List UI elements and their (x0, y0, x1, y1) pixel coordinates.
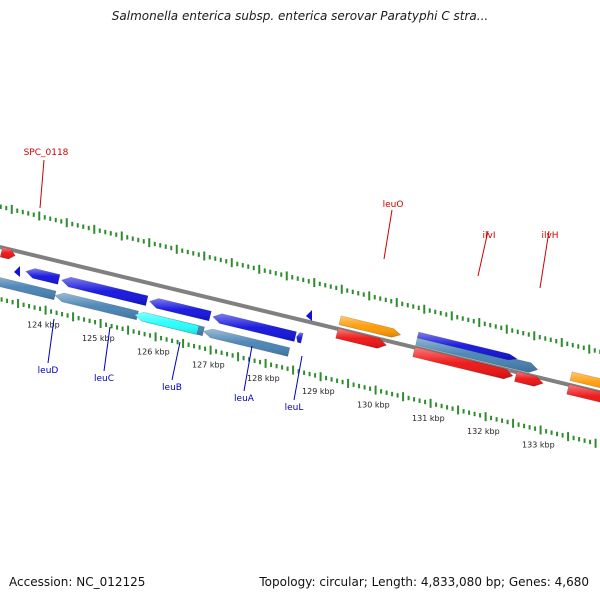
scale-label: 130 kbp (357, 401, 390, 410)
reverse-leader-line (171, 341, 181, 381)
gene-feature (338, 315, 402, 338)
gene-feature (335, 328, 387, 349)
gene-arrow-gloss (296, 332, 304, 344)
scale-label: 125 kbp (82, 334, 115, 343)
gene-feature (0, 246, 16, 260)
forward-gene-label: ilvH (541, 231, 558, 241)
strand-marker-icon (14, 266, 20, 277)
gene-feature (202, 328, 291, 357)
reverse-leader-line (103, 326, 111, 372)
forward-leader-line (477, 230, 489, 277)
gene-arrow-gloss (149, 298, 212, 321)
reverse-tick-row (0, 297, 597, 448)
forward-leader-line (539, 230, 550, 289)
gene-arrow-gloss (412, 347, 513, 379)
gene-arrow-gloss (335, 328, 387, 349)
gene-arrow-gloss (55, 293, 139, 320)
scale-label: 131 kbp (412, 414, 445, 423)
gene-arrow-gloss (212, 313, 297, 342)
gene-feature (566, 384, 600, 403)
gene-feature (514, 371, 544, 387)
gene-arrow-gloss (417, 332, 517, 360)
reverse-leader-line (243, 345, 253, 392)
scale-label: 128 kbp (247, 374, 280, 383)
reverse-leader-line (293, 355, 303, 401)
scale-label: 129 kbp (302, 387, 335, 396)
gene-feature (61, 276, 149, 306)
gene-feature (569, 371, 600, 389)
reverse-gene-label: leuB (162, 383, 182, 393)
reverse-gene-label: leuC (94, 374, 114, 384)
gene-arrow-gloss (0, 247, 16, 259)
gene-feature (212, 313, 297, 342)
genome-summary: Topology: circular; Length: 4,833,080 bp… (259, 575, 589, 589)
gene-arrow-gloss (0, 277, 56, 300)
reverse-gene-label: leuA (234, 394, 255, 404)
gene-feature (416, 331, 518, 361)
map-title: Salmonella enterica subsp. enterica sero… (111, 9, 489, 23)
gene-feature (0, 277, 57, 301)
backbone-line (0, 245, 600, 395)
scale-label: 124 kbp (27, 321, 60, 330)
reverse-leader-line (47, 318, 55, 364)
gene-arrow-gloss (566, 384, 600, 403)
scale-label: 127 kbp (192, 361, 225, 370)
gene-feature (296, 332, 304, 344)
gene-arrow-gloss (570, 371, 600, 388)
forward-leader-line (383, 209, 393, 260)
gene-feature (25, 268, 61, 285)
gene-arrow-gloss (25, 268, 60, 285)
accession-label: Accession: NC_012125 (9, 575, 146, 589)
reverse-gene-label: leuD (38, 366, 59, 376)
forward-gene-label: ilvI (483, 231, 496, 241)
gene-feature (149, 298, 212, 322)
forward-gene-label: SPC_0118 (24, 148, 69, 158)
scale-label: 132 kbp (467, 427, 500, 436)
gene-feature (134, 311, 200, 335)
gene-arrow-gloss (203, 329, 290, 357)
gene-arrow-gloss (339, 315, 401, 338)
scale-label: 133 kbp (522, 440, 555, 449)
strand-marker-icon (306, 310, 312, 321)
scale-label: 126 kbp (137, 347, 170, 356)
gene-arrow-gloss (514, 371, 544, 387)
forward-gene-label: leuO (383, 200, 404, 210)
gene-feature (412, 346, 514, 380)
forward-tick-row (0, 204, 600, 355)
gene-arrow-gloss (61, 277, 148, 306)
forward-leader-line (39, 159, 45, 209)
gene-arrow-gloss (134, 312, 199, 335)
reverse-gene-label: leuL (285, 403, 304, 413)
